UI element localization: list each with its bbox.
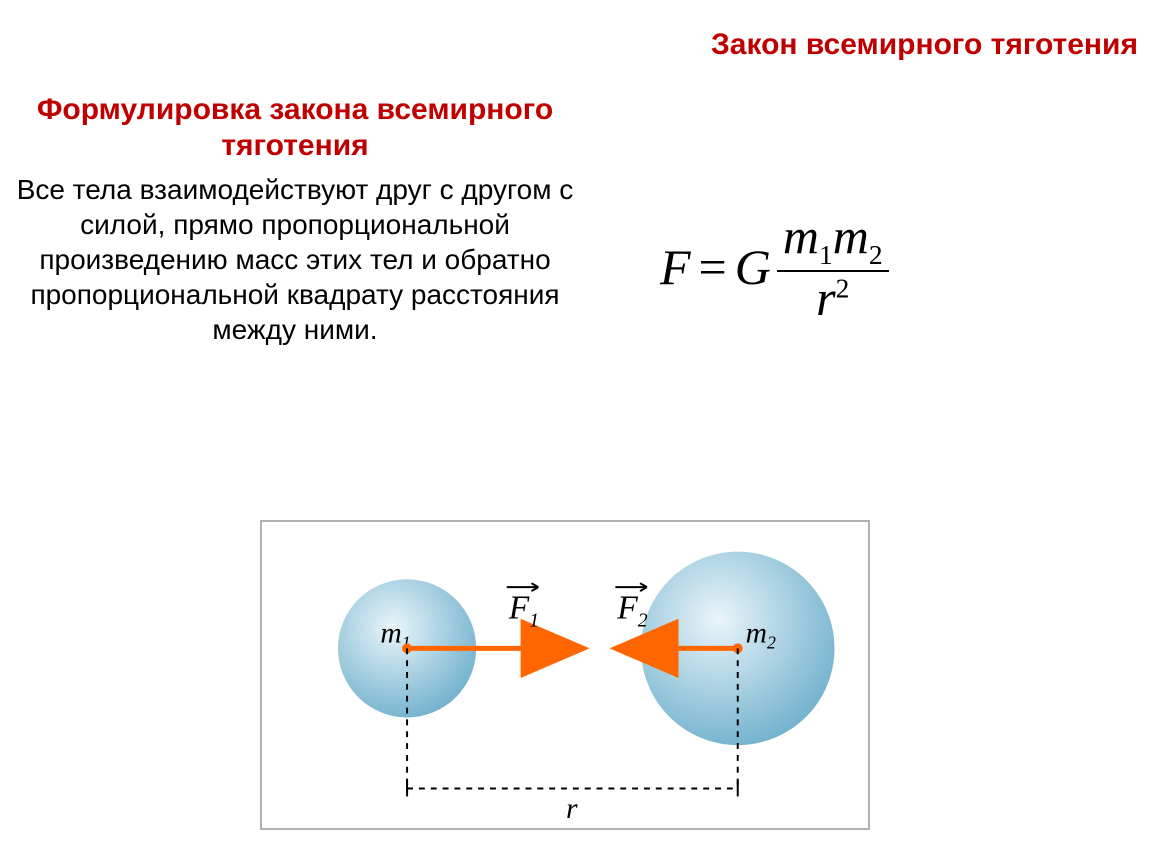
formula-m1: m	[783, 208, 819, 264]
formula-G: G	[735, 238, 771, 296]
formula-numerator: m1m2	[777, 210, 889, 272]
formula-r-sup: 2	[836, 272, 850, 303]
formula-m1-sub: 1	[819, 239, 833, 270]
label-r: r	[566, 793, 578, 825]
formula-denominator: r2	[810, 272, 855, 325]
main-title: Закон всемирного тяготения	[711, 28, 1138, 62]
formula-F: F	[660, 238, 691, 296]
svg-text:F1: F1	[508, 590, 539, 632]
formula-m2-sub: 2	[869, 239, 883, 270]
formula-fraction: m1m2 r2	[777, 210, 889, 324]
sub-title: Формулировка закона всемирного тяготения	[15, 92, 575, 164]
formula-m2: m	[833, 208, 869, 264]
formula-equals: =	[699, 238, 727, 296]
diagram-svg: m1 m2 F1 F2	[262, 522, 868, 828]
gravitation-diagram: m1 m2 F1 F2	[260, 520, 870, 830]
label-f1: F1	[507, 583, 539, 631]
formula-r: r	[816, 270, 835, 326]
label-f2: F2	[615, 583, 647, 631]
gravitation-formula: F = G m1m2 r2	[660, 210, 889, 324]
law-body-text: Все тела взаимодействуют друг с другом с…	[15, 172, 575, 347]
svg-text:F2: F2	[616, 590, 648, 632]
